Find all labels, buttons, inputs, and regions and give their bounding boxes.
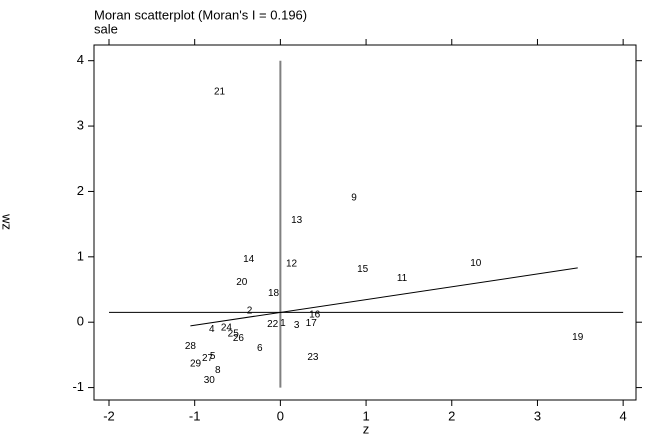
point-label: 22 — [267, 319, 279, 330]
x-tick-label: 2 — [448, 408, 455, 423]
y-tick-label: 3 — [77, 118, 84, 133]
point-label: 13 — [291, 215, 303, 226]
point-label: 3 — [294, 320, 300, 331]
x-axis-label: z — [363, 421, 370, 436]
point-label: 28 — [185, 341, 197, 352]
point-label: 23 — [307, 352, 319, 363]
x-tick-label: -2 — [103, 408, 115, 423]
point-label: 12 — [286, 259, 298, 270]
point-label: 25 — [228, 329, 240, 340]
y-tick-label: 2 — [77, 183, 84, 198]
point-label: 5 — [210, 351, 216, 362]
point-label: 16 — [309, 310, 321, 321]
y-tick-label: 4 — [77, 52, 84, 67]
point-label: 1 — [280, 318, 286, 329]
x-tick-label: 0 — [277, 408, 284, 423]
point-label: 19 — [572, 332, 584, 343]
y-tick-label: -1 — [72, 379, 84, 394]
fit-line — [190, 267, 578, 327]
point-label: 20 — [236, 277, 248, 288]
point-label: 26 — [233, 333, 245, 344]
y-tick-label: 0 — [77, 314, 84, 329]
point-label: 2 — [247, 306, 253, 317]
point-label: 15 — [357, 264, 369, 275]
point-label: 8 — [215, 365, 221, 376]
point-label: 18 — [268, 288, 280, 299]
point-label: 9 — [351, 193, 357, 204]
plot-frame — [93, 44, 637, 401]
point-label: 4 — [209, 324, 215, 335]
y-tick-label: 1 — [77, 248, 84, 263]
point-label: 30 — [204, 375, 216, 386]
point-label: 14 — [243, 254, 255, 265]
chart-title: Moran scatterplot (Moran's I = 0.196) — [94, 7, 307, 22]
point-label: 11 — [397, 273, 408, 284]
point-label: 10 — [470, 258, 482, 269]
x-tick-label: 1 — [362, 408, 369, 423]
x-tick-label: 3 — [534, 408, 541, 423]
point-label: 6 — [257, 343, 263, 354]
y-axis-label: wz — [0, 213, 15, 230]
point-label: 21 — [214, 87, 226, 98]
chart-subtitle: sale — [94, 21, 118, 36]
x-tick-label: -1 — [189, 408, 201, 423]
point-label: 27 — [202, 353, 214, 364]
x-tick-label: 4 — [620, 408, 627, 423]
point-label: 24 — [221, 323, 233, 334]
point-label: 17 — [306, 318, 318, 329]
point-label: 29 — [190, 359, 202, 370]
